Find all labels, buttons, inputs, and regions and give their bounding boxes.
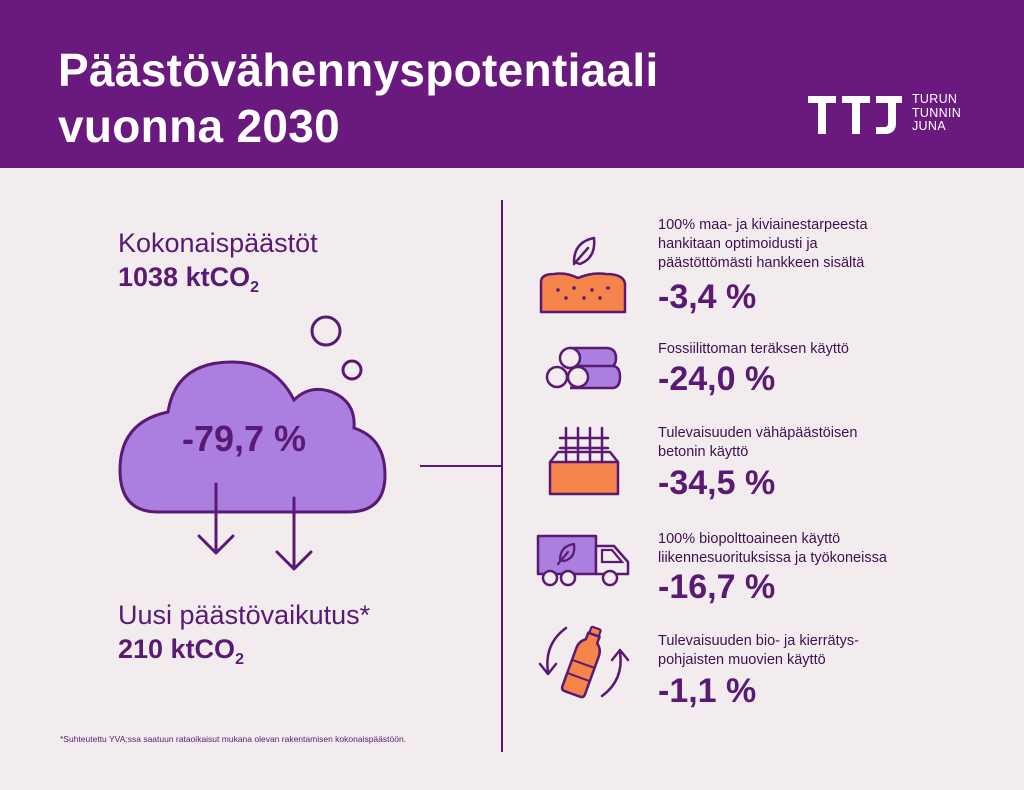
item-3-description: Tulevaisuuden vähäpäästöisen betonin käy… — [658, 424, 857, 462]
total-emissions-value: 1038 ktCO2 — [118, 262, 259, 296]
item-1-line-2: hankitaan optimoidusti ja — [658, 236, 818, 252]
item-4-line-2: liikennesuorituksissa ja työkoneissa — [658, 550, 887, 566]
cloud-icon — [118, 315, 387, 571]
biofuel-truck-icon — [536, 534, 630, 587]
header-banner: Päästövähennyspotentiaali vuonna 2030 TU… — [0, 0, 1024, 168]
item-5-value: -1,1 % — [658, 672, 757, 710]
item-5-line-1: Tulevaisuuden bio- ja kierrätys- — [658, 633, 859, 649]
ttj-logo — [808, 96, 902, 134]
footnote: *Suhteutettu YVA:ssa saatuun rataoikaisu… — [60, 734, 407, 744]
item-1-line-1: 100% maa- ja kiviainestarpeesta — [658, 217, 868, 233]
vertical-divider — [501, 200, 503, 752]
new-emissions-label: Uusi päästövaikutus* — [118, 600, 371, 630]
new-emissions-value: 210 ktCO2 — [118, 634, 244, 668]
item-3-value: -34,5 % — [658, 464, 776, 502]
soil-leaf-icon — [539, 236, 627, 314]
item-5-description: Tulevaisuuden bio- ja kierrätys- pohjais… — [658, 632, 859, 670]
logo-wordmark: TURUN TUNNIN JUNA — [912, 92, 962, 134]
reduction-percentage: -79,7 % — [182, 418, 307, 459]
item-1-description: 100% maa- ja kiviainestarpeesta hankitaa… — [658, 216, 868, 273]
title-line-1: Päästövähennyspotentiaali — [58, 44, 659, 96]
item-2-description: Fossiilittoman teräksen käyttö — [658, 340, 849, 359]
item-2-value: -24,0 % — [658, 360, 776, 398]
item-3-line-1: Tulevaisuuden vähäpäästöisen — [658, 425, 858, 441]
item-4-description: 100% biopolttoaineen käyttö liikennesuor… — [658, 530, 887, 568]
logo-word-2: TUNNIN — [912, 105, 962, 120]
steel-pipes-icon — [545, 346, 622, 390]
total-emissions-label: Kokonaispäästöt — [118, 228, 318, 258]
logo-word-3: JUNA — [912, 119, 946, 133]
item-5-line-2: pohjaisten muovien käyttö — [658, 652, 826, 668]
item-1-value: -3,4 % — [658, 278, 757, 316]
horizontal-connector — [420, 465, 502, 467]
item-4-line-1: 100% biopolttoaineen käyttö — [658, 531, 841, 547]
item-3-line-2: betonin käyttö — [658, 444, 749, 460]
page-title: Päästövähennyspotentiaali vuonna 2030 — [58, 42, 659, 154]
item-2-line-1: Fossiilittoman teräksen käyttö — [658, 341, 849, 357]
title-line-2: vuonna 2030 — [58, 100, 340, 152]
logo-word-1: TURUN — [912, 92, 958, 106]
item-1-line-3: päästöttömästi hankkeen sisältä — [658, 255, 865, 271]
item-4-value: -16,7 % — [658, 568, 776, 606]
recycled-bottle-icon — [538, 625, 630, 699]
concrete-rebar-icon — [548, 426, 620, 496]
